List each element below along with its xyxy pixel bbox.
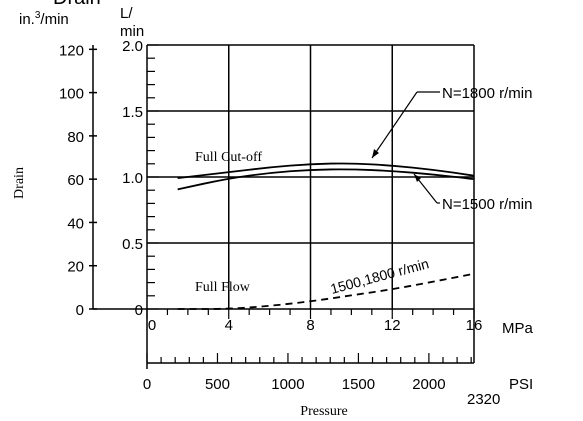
mpa-tick-label-4: 4	[225, 317, 233, 334]
series-label-dashed: 1500,1800 r/min	[329, 255, 431, 297]
grid	[147, 45, 474, 309]
psi-tick-label-2000: 2000	[412, 376, 445, 393]
x-axis-label: Pressure	[300, 404, 347, 419]
x-extra-tick-2320: 2320	[467, 391, 500, 408]
series-line-1	[177, 168, 475, 191]
psi-tick-label-0: 0	[143, 376, 151, 393]
in3-tick-label-80: 80	[67, 129, 84, 146]
x-unit-mpa: MPa	[502, 320, 534, 337]
psi-tick-label-500: 500	[205, 376, 230, 393]
axes: 0 20 40 60 80 100 120 0 0.5 1.0 1.5 2.0 0 4 8 12 16 0 500 1…	[59, 38, 482, 393]
in3-tick-label-120: 120	[59, 42, 84, 59]
lmin-tick-label-1-5: 1.5	[122, 104, 143, 121]
lmin-tick-label-0-5: 0.5	[122, 236, 143, 253]
mpa-tick-label-0: 0	[148, 317, 156, 334]
leader-n1800-arrow	[372, 149, 379, 158]
in3-tick-label-20: 20	[67, 259, 84, 276]
lmin-tick-label-1-0: 1.0	[122, 170, 143, 187]
mpa-tick-label-16: 16	[466, 317, 483, 334]
series	[177, 91, 475, 310]
y-unit-lmin-bottom: min	[120, 23, 144, 40]
mpa-tick-label-12: 12	[384, 317, 401, 334]
series-line-0	[177, 162, 475, 179]
psi-tick-label-1500: 1500	[342, 376, 375, 393]
lmin-tick-label-0: 0	[135, 302, 143, 319]
region-label-full-cutoff: Full Cut-off	[195, 150, 262, 165]
y-axis-label: Drain	[12, 167, 27, 199]
series-label-n1500: N=1500 r/min	[442, 196, 532, 213]
psi-tick-label-1000: 1000	[271, 376, 304, 393]
leader-n1800-d	[371, 91, 418, 159]
mpa-tick-label-8: 8	[306, 317, 314, 334]
series-line-2	[177, 272, 475, 310]
region-label-full-flow: Full Flow	[195, 280, 251, 295]
in3-tick-label-100: 100	[59, 86, 84, 103]
leader-n1500-arrow	[414, 174, 421, 182]
x-unit-psi: PSI	[509, 376, 533, 393]
series-label-n1800: N=1800 r/min	[442, 85, 532, 102]
labels: Drain in.3/min L/ min Drain MPa PSI 2320…	[12, 0, 534, 419]
y-unit-in3: in.3/min	[19, 10, 69, 28]
lmin-tick-label-2-0: 2.0	[122, 38, 143, 55]
chart-title: Drain	[53, 0, 101, 9]
in3-tick-label-60: 60	[67, 172, 84, 189]
in3-tick-label-40: 40	[67, 215, 84, 232]
y-unit-lmin-top: L/	[120, 5, 133, 22]
in3-tick-label-0: 0	[76, 302, 84, 319]
